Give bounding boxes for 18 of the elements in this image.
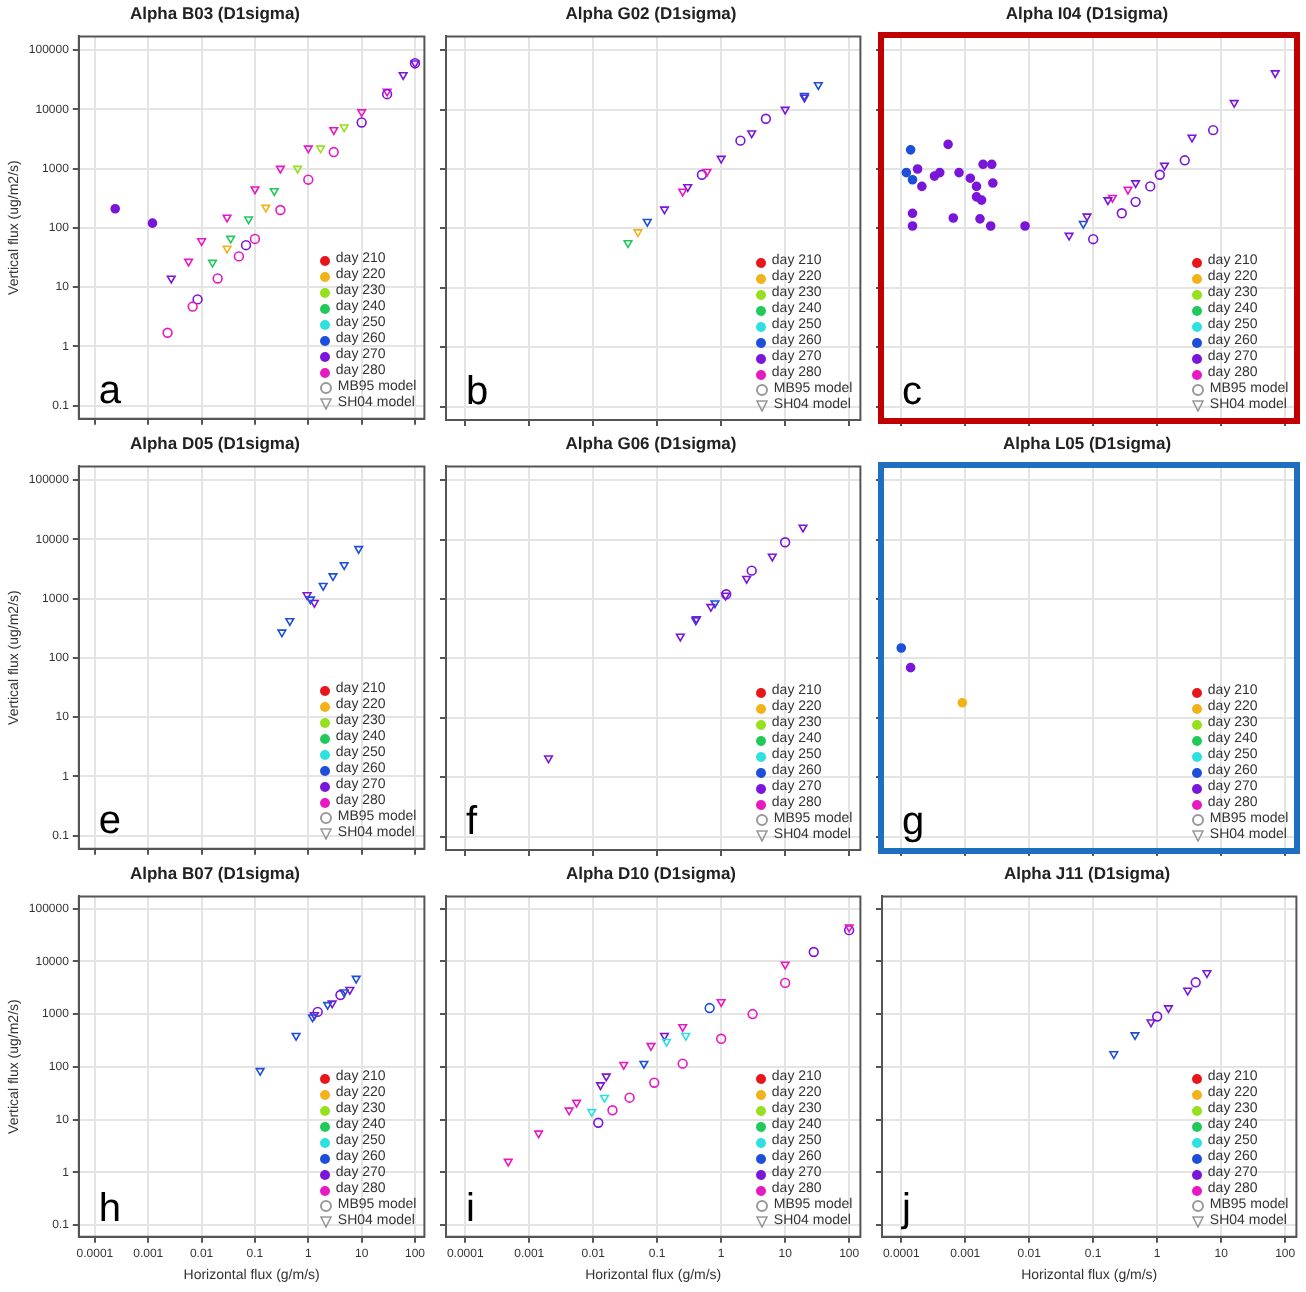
annotation: i bbox=[466, 1186, 475, 1231]
chart-title: Alpha G02 (D1sigma) bbox=[565, 2, 737, 23]
annotation: a bbox=[98, 368, 123, 413]
annotation: b bbox=[466, 370, 489, 414]
annotation: e bbox=[98, 798, 122, 843]
chart-title: Alpha B07 (D1sigma) bbox=[129, 862, 301, 883]
chart-title: Alpha D05 (D1sigma) bbox=[129, 432, 301, 453]
annotation: j bbox=[900, 1186, 911, 1231]
annotation: g bbox=[902, 800, 925, 844]
annotation: h bbox=[98, 1186, 122, 1231]
chart-title: Alpha J11 (D1sigma) bbox=[1003, 862, 1171, 883]
chart-title: Alpha B03 (D1sigma) bbox=[129, 2, 301, 23]
chart-title: Alpha L05 (D1sigma) bbox=[1002, 432, 1172, 453]
chart-title: Alpha I04 (D1sigma) bbox=[1005, 2, 1169, 23]
chart-title: Alpha D10 (D1sigma) bbox=[565, 862, 737, 883]
chart-title: Alpha G06 (D1sigma) bbox=[565, 432, 737, 453]
annotation: f bbox=[466, 800, 478, 844]
annotation: c bbox=[902, 370, 922, 414]
